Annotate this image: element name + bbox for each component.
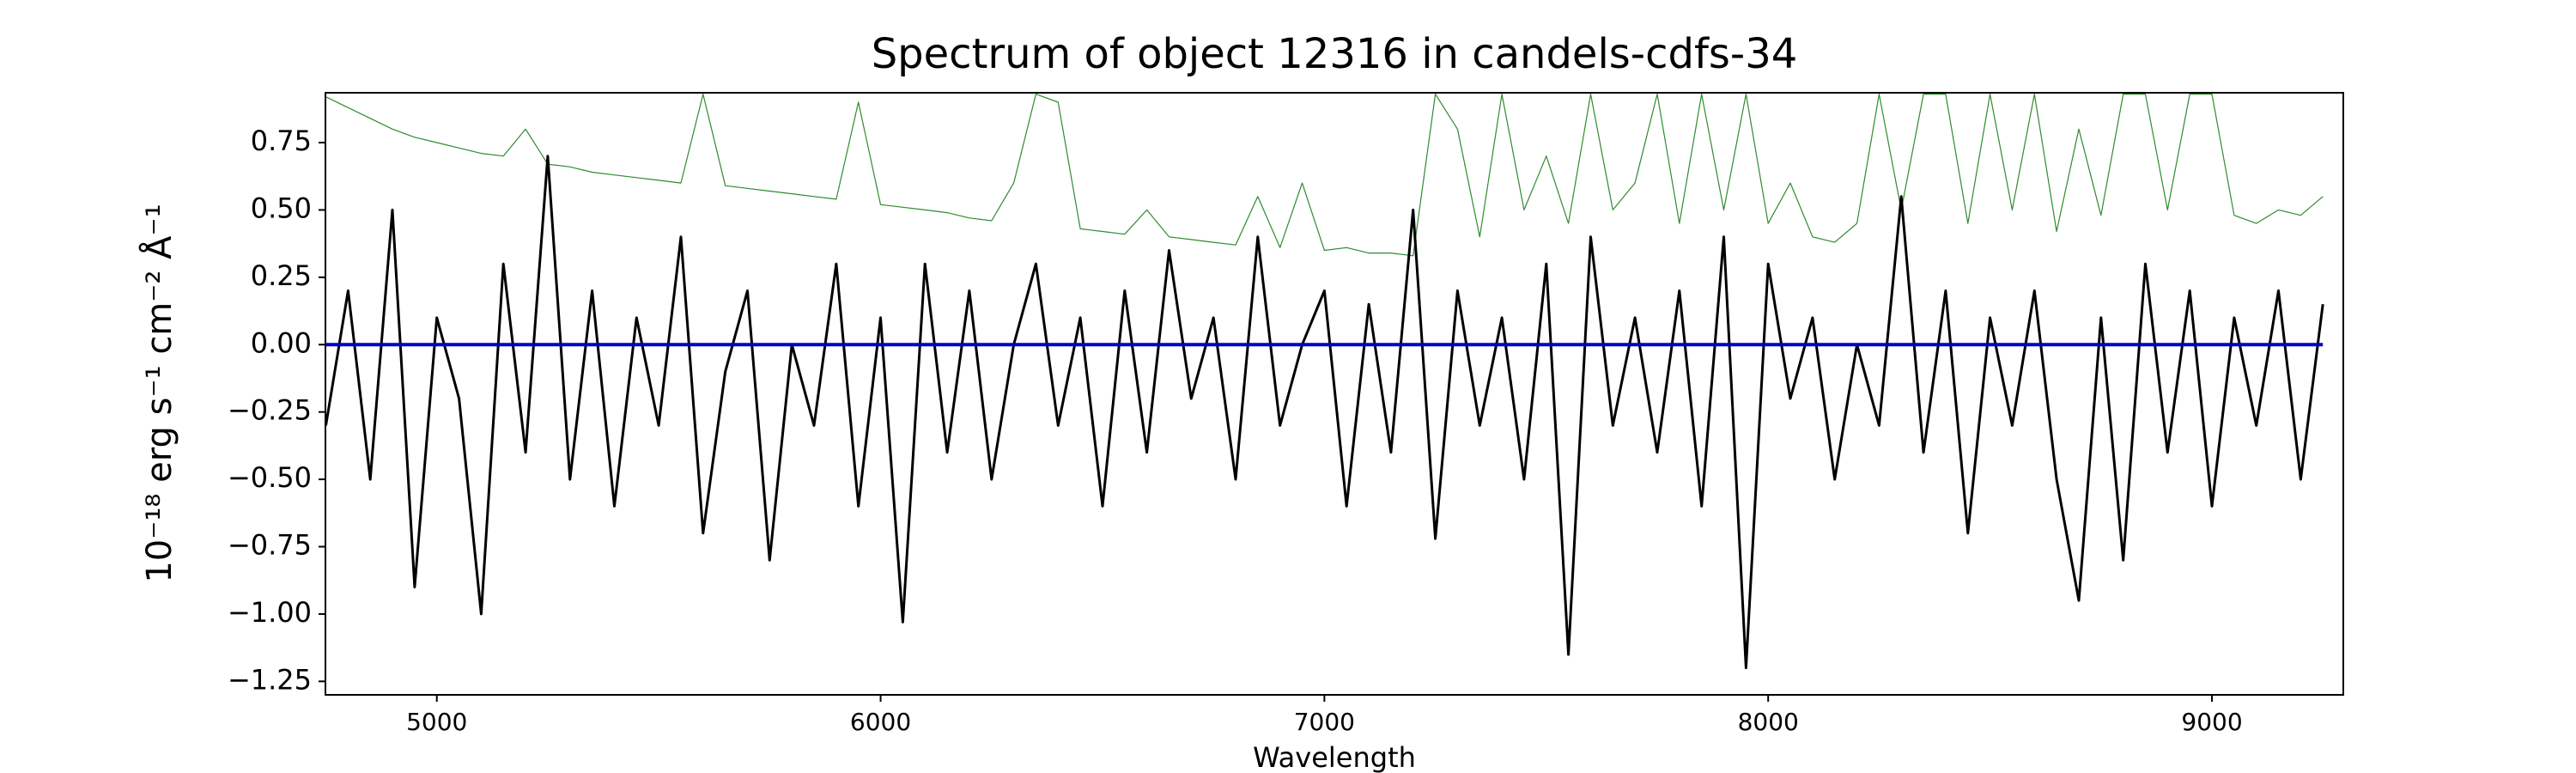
y-tick-label: −0.75 bbox=[228, 528, 312, 561]
y-tick-label: 0.75 bbox=[251, 125, 312, 157]
x-tick-label: 8000 bbox=[1738, 708, 1799, 736]
y-tick-label: −0.25 bbox=[228, 394, 312, 427]
y-tick-label: −1.00 bbox=[228, 596, 312, 629]
spectrum-line bbox=[325, 93, 2324, 257]
x-tick-label: 7000 bbox=[1294, 708, 1355, 736]
y-tick-label: 0.00 bbox=[251, 326, 312, 359]
y-tick-label: 0.50 bbox=[251, 192, 312, 224]
plot-area bbox=[325, 93, 2324, 670]
y-tick-label: −1.25 bbox=[228, 663, 312, 696]
chart-title: Spectrum of object 12316 in candels-cdfs… bbox=[872, 30, 1798, 78]
y-axis-label: 10⁻¹⁸ erg s⁻¹ cm⁻² Å⁻¹ bbox=[138, 204, 179, 582]
plot-frame bbox=[325, 92, 2344, 696]
x-tick-label: 9000 bbox=[2181, 708, 2242, 736]
y-tick-label: −0.50 bbox=[228, 461, 312, 494]
x-axis-label: Wavelength bbox=[1253, 741, 1416, 773]
y-tick-label: 0.25 bbox=[251, 259, 312, 292]
spectrum-line bbox=[325, 155, 2324, 670]
x-tick-label: 5000 bbox=[406, 708, 467, 736]
x-tick-label: 6000 bbox=[850, 708, 911, 736]
